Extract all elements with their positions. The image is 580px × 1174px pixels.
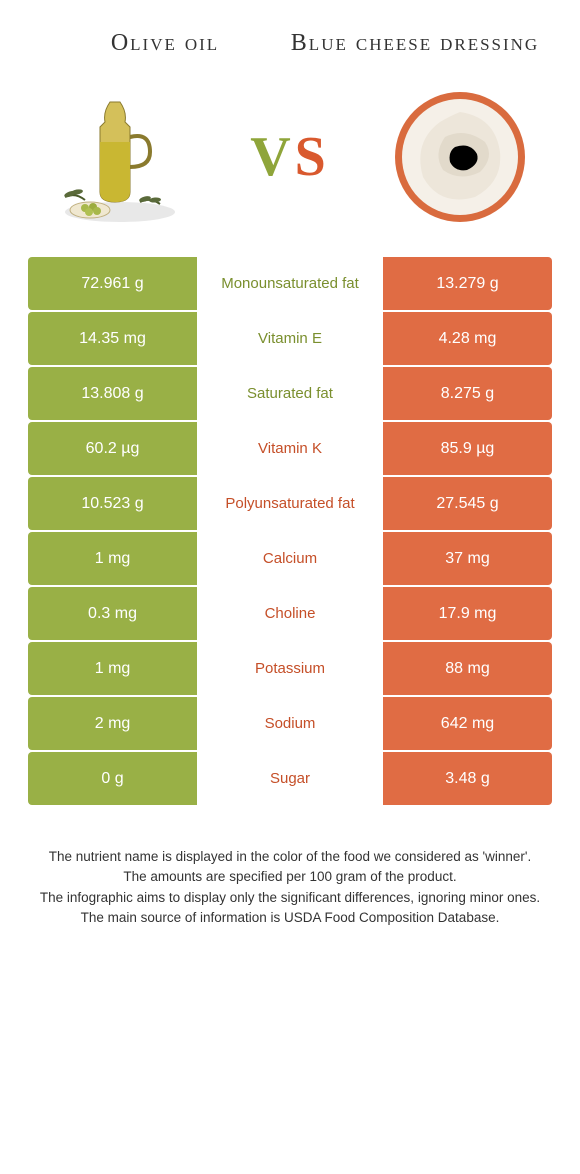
right-value: 13.279 g: [383, 257, 552, 310]
blue-cheese-image: [380, 77, 540, 237]
header: Olive oil Blue cheese dressing: [0, 0, 580, 67]
table-row: 72.961 gMonounsaturated fat13.279 g: [28, 257, 552, 310]
left-value: 14.35 mg: [28, 312, 197, 365]
nutrient-name: Choline: [197, 587, 383, 640]
nutrient-name: Monounsaturated fat: [197, 257, 383, 310]
nutrient-name: Sodium: [197, 697, 383, 750]
left-food-title: Olive oil: [40, 30, 290, 57]
right-food-title: Blue cheese dressing: [290, 30, 540, 57]
blue-cheese-icon: [385, 82, 535, 232]
nutrient-name: Potassium: [197, 642, 383, 695]
olive-oil-image: [40, 77, 200, 237]
footer-notes: The nutrient name is displayed in the co…: [0, 807, 580, 928]
nutrient-name: Calcium: [197, 532, 383, 585]
table-row: 1 mgCalcium37 mg: [28, 532, 552, 585]
table-row: 1 mgPotassium88 mg: [28, 642, 552, 695]
right-value: 4.28 mg: [383, 312, 552, 365]
right-value: 3.48 g: [383, 752, 552, 805]
nutrient-name: Vitamin K: [197, 422, 383, 475]
table-row: 14.35 mgVitamin E4.28 mg: [28, 312, 552, 365]
left-value: 10.523 g: [28, 477, 197, 530]
vs-s: S: [295, 126, 330, 188]
footer-line-1: The nutrient name is displayed in the co…: [30, 847, 550, 867]
right-value: 8.275 g: [383, 367, 552, 420]
nutrient-name: Saturated fat: [197, 367, 383, 420]
table-row: 13.808 gSaturated fat8.275 g: [28, 367, 552, 420]
left-value: 13.808 g: [28, 367, 197, 420]
table-row: 10.523 gPolyunsaturated fat27.545 g: [28, 477, 552, 530]
left-value: 60.2 µg: [28, 422, 197, 475]
nutrient-table: 72.961 gMonounsaturated fat13.279 g14.35…: [28, 257, 552, 805]
table-row: 0.3 mgCholine17.9 mg: [28, 587, 552, 640]
table-row: 2 mgSodium642 mg: [28, 697, 552, 750]
nutrient-name: Polyunsaturated fat: [197, 477, 383, 530]
right-value: 17.9 mg: [383, 587, 552, 640]
right-value: 642 mg: [383, 697, 552, 750]
nutrient-name: Vitamin E: [197, 312, 383, 365]
footer-line-4: The main source of information is USDA F…: [30, 908, 550, 928]
vs-v: V: [250, 126, 294, 188]
left-value: 1 mg: [28, 532, 197, 585]
left-value: 1 mg: [28, 642, 197, 695]
footer-line-2: The amounts are specified per 100 gram o…: [30, 867, 550, 887]
right-value: 85.9 µg: [383, 422, 552, 475]
table-row: 60.2 µgVitamin K85.9 µg: [28, 422, 552, 475]
footer-line-3: The infographic aims to display only the…: [30, 888, 550, 908]
table-row: 0 gSugar3.48 g: [28, 752, 552, 805]
olive-oil-icon: [45, 82, 195, 232]
vs-label: VS: [250, 125, 330, 189]
right-value: 88 mg: [383, 642, 552, 695]
left-value: 2 mg: [28, 697, 197, 750]
nutrient-name: Sugar: [197, 752, 383, 805]
right-value: 27.545 g: [383, 477, 552, 530]
left-value: 0.3 mg: [28, 587, 197, 640]
images-row: VS: [0, 67, 580, 257]
right-value: 37 mg: [383, 532, 552, 585]
left-value: 0 g: [28, 752, 197, 805]
left-value: 72.961 g: [28, 257, 197, 310]
